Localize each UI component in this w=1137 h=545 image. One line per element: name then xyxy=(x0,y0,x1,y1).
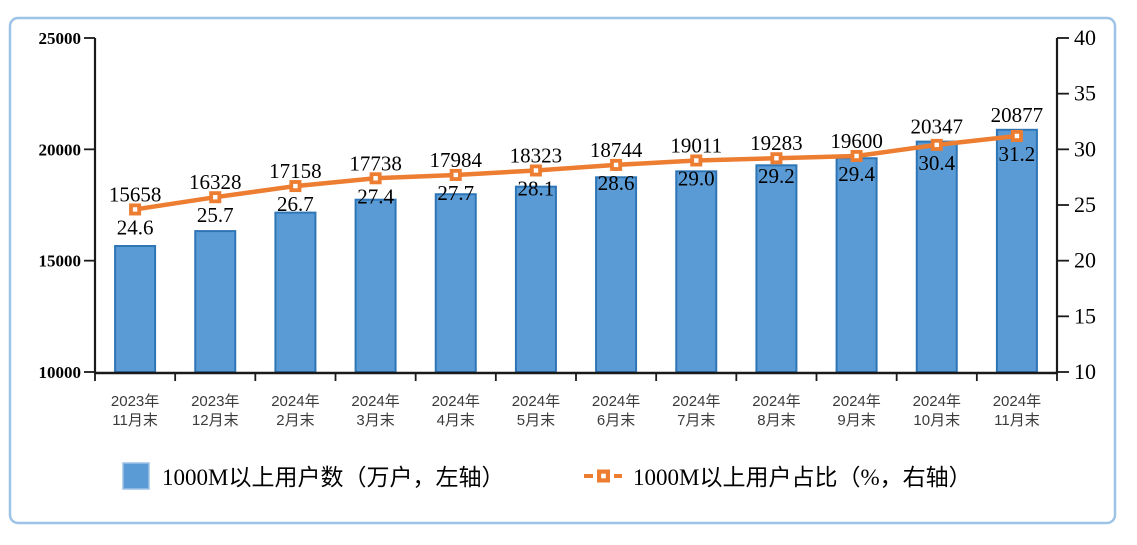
bar xyxy=(755,164,798,373)
percent-value-label: 29.2 xyxy=(758,164,795,188)
bar xyxy=(835,157,878,373)
bar-value-label: 20877 xyxy=(991,103,1044,127)
x-axis-label: 2023年 12月末 xyxy=(191,393,239,429)
bar-value-label: 17158 xyxy=(269,159,322,183)
bar xyxy=(995,128,1038,373)
line-marker-center xyxy=(694,158,699,163)
right-axis-tick-label: 30 xyxy=(1074,136,1096,161)
line-marker-center xyxy=(533,168,539,173)
left-axis-tick-label: 20000 xyxy=(39,140,82,159)
bar-value-label: 19600 xyxy=(830,129,883,153)
right-axis-tick-label: 20 xyxy=(1074,248,1096,273)
bar-value-label: 18323 xyxy=(510,143,563,167)
bar xyxy=(595,176,638,373)
x-axis-label: 2024年 8月末 xyxy=(752,393,800,429)
bar-value-label: 17738 xyxy=(349,151,402,175)
right-axis-tick-label: 15 xyxy=(1074,303,1096,328)
line-marker-center xyxy=(854,153,859,159)
x-axis-label: 2024年 5月末 xyxy=(512,393,560,429)
line-marker-center xyxy=(132,207,138,212)
bar xyxy=(514,185,557,373)
bar xyxy=(114,245,157,373)
x-axis-label: 2023年 11月末 xyxy=(111,393,159,429)
bar-value-label: 20347 xyxy=(911,115,964,139)
bar xyxy=(915,140,958,373)
percent-value-label: 31.2 xyxy=(999,142,1036,166)
line-marker-center xyxy=(373,176,378,181)
line-marker-center xyxy=(613,162,619,168)
percent-value-label: 28.1 xyxy=(518,176,555,200)
bar-value-label: 19011 xyxy=(670,133,722,157)
percent-value-label: 30.4 xyxy=(918,151,955,175)
x-axis-label: 2024年 3月末 xyxy=(351,393,399,429)
x-axis-label: 2024年 4月末 xyxy=(432,393,480,429)
legend-label-users: 1000M以上用户数（万户，左轴） xyxy=(162,465,504,490)
x-axis-label: 2024年 2月末 xyxy=(271,393,319,429)
percent-value-label: 29.4 xyxy=(838,162,875,186)
line-marker-center xyxy=(453,172,458,178)
bar xyxy=(194,230,237,373)
legend-marker-ratio-center xyxy=(601,473,606,479)
left-axis-tick-label: 25000 xyxy=(39,29,82,48)
percent-value-label: 27.4 xyxy=(357,184,394,208)
line-marker-center xyxy=(293,183,298,189)
chart-frame xyxy=(8,16,1117,525)
bar xyxy=(354,198,397,373)
x-axis-label: 2024年 11月末 xyxy=(993,393,1041,429)
bar-value-label: 19283 xyxy=(750,131,803,155)
legend-swatch-users xyxy=(122,462,150,490)
bar xyxy=(434,193,477,373)
percent-value-label: 29.0 xyxy=(678,166,715,190)
bar xyxy=(675,170,718,373)
percent-value-label: 25.7 xyxy=(197,203,234,227)
percentage-line xyxy=(132,133,1020,212)
x-axis-label: 2024年 6月末 xyxy=(592,393,640,429)
right-axis-tick-label: 25 xyxy=(1074,192,1096,217)
right-axis-tick-label: 35 xyxy=(1074,81,1096,106)
bar-value-label: 15658 xyxy=(109,182,162,206)
right-axis-tick-label: 40 xyxy=(1074,25,1096,50)
bar-value-label: 18744 xyxy=(590,138,643,162)
bar xyxy=(274,211,317,373)
bar-value-label: 16328 xyxy=(189,170,242,194)
left-axis-tick-label: 10000 xyxy=(39,363,82,382)
percent-value-label: 26.7 xyxy=(277,192,314,216)
left-axis-tick-label: 15000 xyxy=(39,252,82,271)
x-axis-label: 2024年 10月末 xyxy=(913,393,961,429)
bar-value-label: 17984 xyxy=(430,148,483,172)
line-marker-center xyxy=(213,195,218,200)
percent-value-label: 28.6 xyxy=(598,171,635,195)
legend-label-ratio: 1000M以上用户占比（%，右轴） xyxy=(633,465,972,490)
x-axis-label: 2024年 9月末 xyxy=(832,393,880,429)
percent-value-label: 24.6 xyxy=(117,215,154,239)
right-axis-tick-label: 10 xyxy=(1074,359,1096,384)
line-marker-center xyxy=(774,156,779,161)
line-marker-center xyxy=(934,142,939,148)
x-axis-label: 2024年 7月末 xyxy=(672,393,720,429)
line-marker-center xyxy=(1014,133,1020,139)
percent-value-label: 27.7 xyxy=(437,181,474,205)
